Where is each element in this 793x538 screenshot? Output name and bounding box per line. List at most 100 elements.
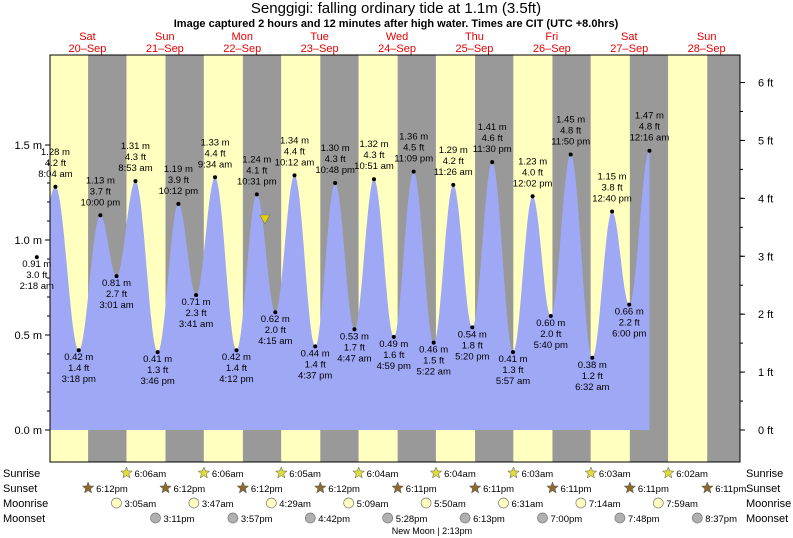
tide-label: 12:40 pm bbox=[592, 194, 632, 205]
tide-label: 10:51 am bbox=[354, 161, 394, 172]
moonrise-icon bbox=[652, 497, 664, 509]
new-moon-note: New Moon | 2:13pm bbox=[392, 526, 472, 536]
tide-label: 2.2 ft bbox=[619, 318, 640, 329]
moonrise-time: 4:29am bbox=[279, 499, 311, 510]
tide-label: 1.3 ft bbox=[502, 365, 523, 376]
moonset-icon bbox=[382, 512, 394, 524]
tide-label: 10:12 am bbox=[275, 157, 315, 168]
tide-label: 3.7 ft bbox=[90, 186, 111, 197]
moonrise-icon bbox=[111, 497, 122, 509]
tide-label: 5:40 pm bbox=[534, 340, 568, 351]
tide-label: 8:53 am bbox=[118, 163, 152, 174]
tide-label: 11:26 am bbox=[434, 167, 473, 178]
sunset-label-left: Sunset bbox=[3, 483, 37, 495]
tide-point bbox=[431, 340, 436, 345]
tide-label: 0.81 m bbox=[102, 278, 131, 289]
tide-label: 4.3 ft bbox=[325, 154, 346, 165]
left-axis-tick-label: 1.5 m bbox=[14, 140, 42, 152]
tide-point bbox=[590, 355, 595, 360]
tide-label: 5:20 pm bbox=[455, 351, 489, 362]
moonrise-time: 3:05am bbox=[124, 499, 156, 510]
sunset-label-right: Sunset bbox=[746, 483, 780, 495]
tide-label: 4.3 ft bbox=[363, 150, 384, 161]
tide-point bbox=[568, 152, 573, 157]
right-axis-tick-label: 0 ft bbox=[758, 425, 773, 437]
tide-label: 1.15 m bbox=[598, 172, 627, 183]
sunrise-time: 6:06am bbox=[212, 469, 244, 480]
sunset-icon bbox=[468, 481, 482, 494]
tide-label: 2.0 ft bbox=[265, 325, 286, 336]
tide-point bbox=[213, 175, 218, 180]
tide-label: 0.38 m bbox=[578, 360, 607, 371]
tide-point bbox=[176, 201, 181, 206]
tide-label: 3:01 am bbox=[99, 300, 133, 311]
day-date-label: 25–Sep bbox=[455, 43, 493, 55]
tide-label: 11:09 pm bbox=[394, 154, 433, 165]
night-band bbox=[707, 55, 740, 462]
tide-label: 10:48 pm bbox=[315, 165, 355, 176]
right-axis-tick-label: 1 ft bbox=[758, 367, 773, 379]
moonset-icon bbox=[691, 512, 703, 524]
moonset-icon bbox=[614, 512, 626, 524]
moonrise-icon bbox=[265, 497, 277, 509]
left-axis-tick-label: 0.5 m bbox=[14, 330, 42, 342]
moonrise-icon bbox=[343, 497, 355, 509]
chart-title: Senggigi: falling ordinary tide at 1.1m … bbox=[251, 0, 541, 17]
sunset-icon bbox=[546, 481, 559, 494]
sun-moon-panel: 6:06am 6:06am 6:05am 6:04am 6:04am 6:03am 6:03… bbox=[81, 466, 746, 525]
sunset-time: 6:11pm bbox=[560, 484, 591, 495]
tide-label: 3:46 pm bbox=[140, 376, 174, 387]
sunrise-label-right: Sunrise bbox=[746, 468, 783, 480]
tide-point bbox=[451, 182, 456, 187]
tide-point bbox=[470, 325, 475, 330]
tide-label: 0.54 m bbox=[458, 329, 487, 340]
sunrise-time: 6:03am bbox=[599, 469, 631, 480]
tide-label: 0.44 m bbox=[301, 348, 330, 359]
tide-label: 0.60 m bbox=[536, 318, 565, 329]
moonset-time: 3:11pm bbox=[163, 514, 194, 525]
tide-label: 3.8 ft bbox=[601, 183, 622, 194]
tide-label: 0.41 m bbox=[143, 354, 172, 365]
sunset-icon bbox=[236, 481, 250, 494]
tide-label: 4.3 ft bbox=[125, 152, 146, 163]
sunset-icon bbox=[81, 481, 95, 494]
day-date-label: 27–Sep bbox=[610, 43, 648, 55]
left-axis-tick-label: 0.0 m bbox=[14, 425, 42, 437]
tide-point bbox=[76, 348, 81, 353]
tide-label: 1.13 m bbox=[86, 175, 115, 186]
sunrise-label-left: Sunrise bbox=[3, 468, 40, 480]
tide-label: 1.7 ft bbox=[344, 342, 365, 353]
tide-label: 12:16 am bbox=[630, 133, 670, 144]
tide-label: 6:32 am bbox=[575, 382, 609, 393]
left-axis-tick-label: 1.0 m bbox=[14, 235, 42, 247]
tide-label: 4:15 am bbox=[258, 336, 292, 347]
tide-label: 1.33 m bbox=[201, 137, 230, 148]
tide-label: 1.23 m bbox=[518, 156, 547, 167]
moonset-time: 8:37pm bbox=[705, 514, 737, 525]
tide-label: 3:18 pm bbox=[62, 374, 96, 385]
sunrise-icon bbox=[661, 466, 675, 479]
tide-point bbox=[133, 179, 138, 184]
sunset-time: 6:12pm bbox=[96, 484, 128, 495]
tide-label: 4:12 pm bbox=[219, 374, 253, 385]
moonrise-icon bbox=[575, 497, 587, 509]
moonset-time: 3:57pm bbox=[241, 514, 273, 525]
tide-label: 1.24 m bbox=[242, 154, 271, 165]
moonrise-icon bbox=[498, 497, 509, 509]
sunset-time: 6:12pm bbox=[173, 484, 205, 495]
day-date-label: 23–Sep bbox=[301, 43, 339, 55]
sunrise-icon bbox=[274, 466, 288, 479]
tide-label: 1.31 m bbox=[121, 141, 150, 152]
current-tide-marker bbox=[259, 214, 271, 225]
sunset-time: 6:11pm bbox=[406, 484, 437, 495]
tide-label: 1.5 ft bbox=[423, 356, 444, 367]
tide-point bbox=[292, 173, 297, 178]
tide-label: 1.6 ft bbox=[383, 350, 404, 361]
tide-label: 4.8 ft bbox=[639, 122, 660, 133]
tide-label: 0.42 m bbox=[64, 352, 93, 363]
day-date-label: 28–Sep bbox=[688, 43, 726, 55]
day-weekday-label: Sat bbox=[621, 31, 638, 43]
sunset-time: 6:11pm bbox=[483, 484, 514, 495]
tide-label: 3.0 ft bbox=[26, 270, 47, 281]
